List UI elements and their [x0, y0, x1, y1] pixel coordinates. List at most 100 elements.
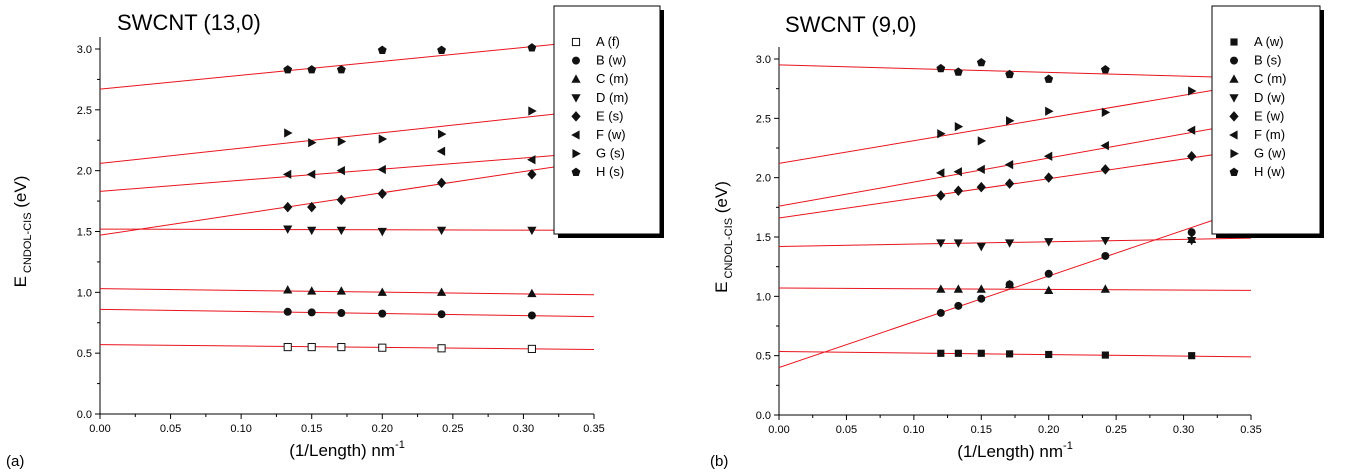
data-point: [1006, 116, 1015, 126]
panel-a: 0.00 0.05 0.10 0.15 0.20 0.25 0.30 0.35 0.0 0.5 1.…: [6, 5, 664, 470]
fit-line: [779, 121, 1251, 207]
y-axis-title: E CNDOL-CIS (eV): [11, 176, 34, 288]
legend-label: B (w): [596, 53, 626, 68]
data-point: [1044, 269, 1053, 278]
data-point: [377, 227, 387, 237]
x-tick-label: 0.10: [903, 424, 924, 436]
data-point: [1187, 151, 1197, 162]
chart-title: SWCNT (13,0): [117, 10, 261, 35]
y-tick-label: 2.5: [756, 113, 771, 125]
data-point: [954, 122, 964, 132]
data-point: [307, 65, 317, 74]
data-point: [527, 43, 537, 52]
legend-box: [553, 5, 661, 235]
data-point: [283, 201, 293, 213]
data-point: [953, 239, 963, 248]
x-tick-label: 0.25: [442, 423, 463, 435]
data-point: [1186, 125, 1196, 135]
data-point: [284, 128, 293, 138]
fit-line: [100, 228, 594, 231]
data-point: [1100, 164, 1110, 175]
legend-label: G (w): [1254, 146, 1286, 161]
y-axis-title: E CNDOL-CIS (eV): [712, 181, 735, 293]
data-point: [437, 344, 446, 353]
data-point: [308, 138, 317, 148]
data-point: [436, 287, 447, 296]
y-tick-label: 0.5: [77, 348, 92, 360]
y-tick-label: 0.0: [756, 410, 771, 422]
legend-label: G (s): [596, 146, 625, 161]
data-point: [337, 343, 346, 352]
data-point: [336, 65, 346, 74]
panel-label: (b): [710, 453, 728, 470]
data-point: [337, 309, 346, 318]
legend-box: [1211, 5, 1321, 235]
legend-marker: [571, 94, 581, 103]
x-tick-label: 0.30: [1173, 424, 1194, 436]
data-point: [977, 136, 987, 146]
legend-marker: [1229, 130, 1238, 140]
x-tick-label: 0.30: [513, 423, 534, 435]
data-point: [1045, 350, 1053, 359]
data-point: [307, 286, 317, 295]
fit-line: [100, 160, 594, 236]
data-point: [1045, 106, 1054, 116]
data-point: [953, 185, 963, 196]
data-point: [1187, 236, 1197, 246]
legend-label: F (w): [596, 127, 626, 142]
data-point: [527, 226, 537, 236]
fit-line: [779, 83, 1251, 164]
data-point: [527, 311, 536, 320]
fit-line: [779, 287, 1251, 291]
legend-marker: [1230, 148, 1239, 159]
legend-marker: [572, 56, 580, 65]
legend-marker: [571, 167, 581, 176]
x-axis-title: (1/Length) nm-1: [289, 439, 405, 460]
y-tick-label: 2.0: [756, 173, 771, 185]
x-tick-label: 0.25: [1105, 424, 1126, 436]
data-point: [1100, 65, 1110, 74]
fit-line: [100, 109, 594, 164]
legend-marker: [571, 111, 581, 122]
chart-title: SWCNT (9,0): [785, 12, 917, 37]
legend-label: C (m): [596, 71, 629, 86]
y-tick-label: 3.0: [756, 54, 771, 66]
data-point: [1043, 151, 1053, 161]
data-point: [1044, 172, 1054, 183]
legend-label: H (s): [596, 164, 624, 179]
y-tick-label: 1.5: [756, 232, 771, 244]
data-point: [283, 225, 293, 234]
data-point: [935, 168, 945, 178]
legend-marker: [572, 148, 581, 159]
x-tick-label: 0.15: [971, 424, 992, 436]
data-point: [527, 288, 537, 298]
data-point: [1101, 251, 1110, 260]
y-tick-label: 1.5: [77, 227, 92, 239]
data-point: [307, 343, 316, 352]
data-point: [936, 239, 946, 248]
x-tick-label: 0.05: [836, 424, 857, 436]
legend-label: H (w): [1254, 164, 1285, 179]
fit-line: [779, 148, 1251, 219]
data-point: [283, 343, 292, 352]
data-point: [1044, 285, 1054, 294]
data-point: [527, 155, 536, 165]
data-point: [1004, 178, 1015, 189]
legend-marker: [1230, 56, 1238, 65]
y-tick-label: 0.0: [77, 409, 92, 421]
data-point: [282, 169, 292, 179]
legend-label: A (f): [596, 34, 620, 49]
data-point: [976, 284, 986, 293]
x-tick-label: 0.20: [1038, 424, 1059, 436]
legend-marker: [1229, 94, 1239, 103]
data-point: [527, 344, 536, 353]
data-point: [977, 294, 986, 303]
data-point: [1187, 228, 1196, 237]
x-tick-label: 0.35: [1240, 424, 1261, 436]
data-point: [1188, 86, 1197, 96]
data-point: [1100, 284, 1110, 293]
legend-marker: [1229, 167, 1239, 176]
data-point: [377, 45, 387, 54]
data-point: [1004, 239, 1015, 248]
